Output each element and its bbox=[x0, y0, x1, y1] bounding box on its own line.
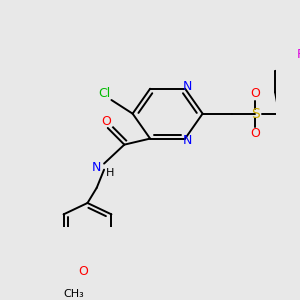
Text: F: F bbox=[297, 48, 300, 61]
Text: H: H bbox=[105, 168, 114, 178]
Text: O: O bbox=[78, 265, 88, 278]
Text: S: S bbox=[251, 107, 260, 121]
Text: CH₃: CH₃ bbox=[63, 289, 84, 299]
Text: Cl: Cl bbox=[98, 87, 110, 100]
Text: N: N bbox=[182, 80, 192, 93]
Text: N: N bbox=[182, 134, 192, 147]
Text: N: N bbox=[92, 161, 101, 174]
Text: O: O bbox=[250, 127, 260, 140]
Text: O: O bbox=[101, 116, 111, 128]
Text: O: O bbox=[250, 88, 260, 100]
